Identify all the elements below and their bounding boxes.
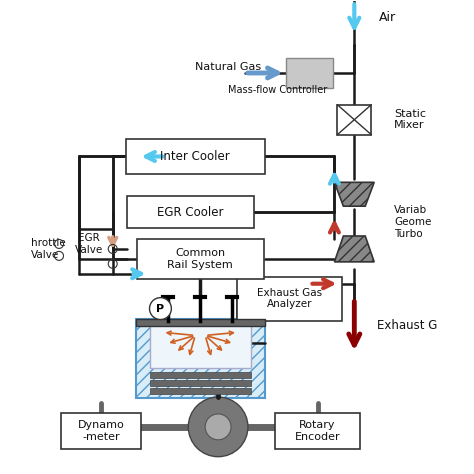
FancyBboxPatch shape [275,413,360,449]
Bar [136,319,265,327]
FancyBboxPatch shape [137,239,264,279]
Text: Dynamo
-meter: Dynamo -meter [77,420,124,442]
Polygon shape [335,182,374,206]
Text: EGR Cooler: EGR Cooler [157,206,224,219]
Circle shape [188,397,248,457]
Bar [149,380,251,386]
FancyBboxPatch shape [127,196,254,228]
Circle shape [149,298,172,319]
Text: Variab
Geome
Turbo: Variab Geome Turbo [394,206,431,239]
Text: Mass-flow Controller: Mass-flow Controller [228,85,328,95]
Text: Rotary
Encoder: Rotary Encoder [295,420,340,442]
Text: Common
Rail System: Common Rail System [167,248,233,270]
Text: EGR
Valve: EGR Valve [75,233,103,255]
Bar [337,105,371,135]
Text: Natural Gas: Natural Gas [195,62,261,72]
Text: Exhaust Gas
Analyzer: Exhaust Gas Analyzer [257,288,322,310]
Text: Air: Air [379,11,396,24]
Text: Exhaust G: Exhaust G [377,319,438,332]
Bar [149,323,251,368]
Text: Static
Mixer: Static Mixer [394,109,426,130]
FancyBboxPatch shape [126,138,265,174]
Bar [136,319,265,398]
Circle shape [205,414,231,440]
FancyBboxPatch shape [237,277,342,320]
Bar [149,388,251,394]
Bar [149,372,251,378]
FancyBboxPatch shape [61,413,141,449]
Text: hrottle
Valve: hrottle Valve [31,238,66,260]
Text: P: P [156,303,164,314]
Text: Inter Cooler: Inter Cooler [160,150,230,163]
Bar [286,58,333,88]
Polygon shape [335,236,374,262]
